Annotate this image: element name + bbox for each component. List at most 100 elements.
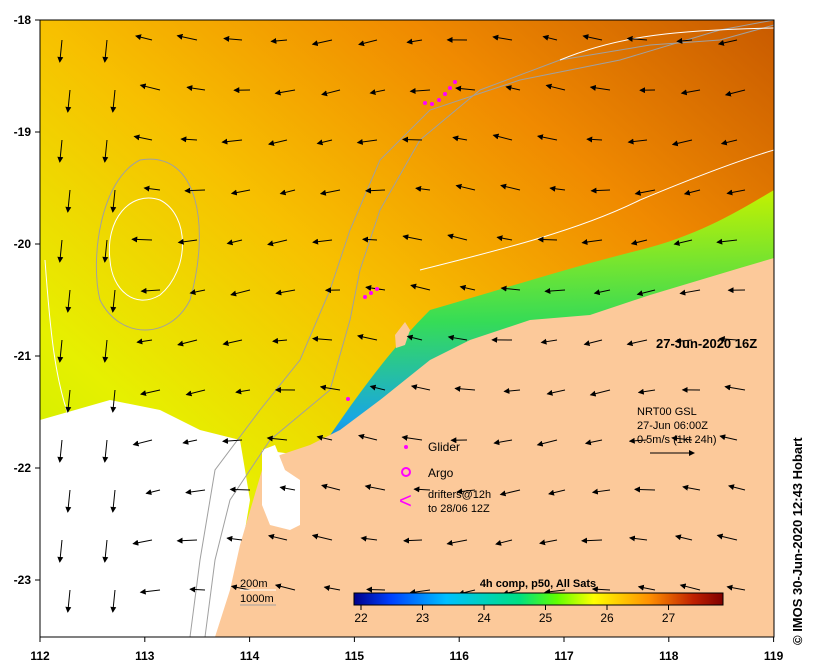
current-vector — [679, 289, 701, 296]
colorbar-ramp — [353, 592, 724, 606]
current-vector — [223, 35, 243, 42]
current-vector — [110, 89, 117, 113]
current-vector — [718, 336, 738, 342]
current-vector — [176, 33, 198, 41]
lat-tick-label: -19 — [14, 125, 32, 139]
current-vector — [628, 535, 648, 542]
current-vector — [65, 89, 72, 113]
current-vector — [316, 139, 333, 146]
colorbar-tick-label: 24 — [477, 611, 491, 625]
current-vector — [406, 334, 423, 341]
current-vector — [132, 539, 153, 546]
current-vector — [311, 533, 333, 541]
current-vector — [496, 235, 513, 242]
current-vector — [221, 437, 243, 444]
current-scale-info: NRT00 GSL 27-Jun 06:00Z 0.5m/s (1kt 24h) — [637, 406, 716, 456]
current-vector — [360, 535, 378, 542]
current-vector — [493, 439, 513, 446]
current-vector — [189, 586, 206, 593]
current-vector — [266, 435, 288, 442]
current-vector — [229, 486, 251, 493]
current-vector — [630, 239, 648, 246]
drifter-symbol: < — [399, 488, 412, 513]
current-vector — [270, 37, 288, 44]
colorbar-title: 4h comp, p50, All Sats — [480, 578, 596, 590]
lon-tick-label: 118 — [659, 649, 679, 663]
lat-tick-label: -20 — [14, 237, 32, 251]
lon-tick-label: 116 — [450, 649, 470, 663]
lon-tick-label: 115 — [345, 649, 365, 663]
current-vector — [57, 139, 64, 163]
current-vector — [716, 238, 738, 245]
colorbar-tick-label: 23 — [416, 611, 430, 625]
current-vector — [136, 338, 153, 345]
current-vector — [683, 189, 701, 196]
current-vector — [724, 384, 746, 391]
current-vector — [500, 183, 521, 191]
current-vector — [536, 439, 558, 447]
current-vector — [272, 337, 288, 344]
current-vector — [369, 384, 386, 391]
current-vector — [369, 89, 386, 95]
current-vector — [319, 384, 341, 391]
current-vector — [185, 389, 206, 397]
current-vector — [279, 485, 296, 492]
current-vector — [727, 484, 746, 491]
current-vector — [544, 288, 566, 294]
current-vector — [65, 389, 72, 413]
current-vector — [311, 39, 333, 47]
current-vector — [102, 439, 109, 463]
current-vector — [726, 584, 746, 591]
platform-legend: Glider Argo < drifters@12h to 28/06 12Z — [399, 440, 491, 515]
current-vector — [503, 387, 521, 394]
current-vector — [102, 239, 109, 263]
current-vector — [626, 339, 648, 347]
model-name: NRT00 GSL — [637, 406, 697, 418]
current-vector — [403, 537, 423, 544]
current-vector — [679, 583, 701, 591]
current-vector — [673, 239, 693, 246]
current-vector — [65, 489, 72, 513]
current-vector — [719, 434, 738, 441]
colorbar-tick-label: 27 — [662, 611, 676, 625]
current-vector — [65, 189, 72, 213]
current-vector — [140, 287, 161, 294]
current-vector — [180, 136, 198, 143]
current-vector — [591, 488, 611, 495]
current-vector — [275, 289, 296, 296]
current-vector — [323, 585, 341, 592]
current-vector — [57, 339, 64, 363]
current-vector — [321, 89, 341, 97]
current-vector — [145, 489, 161, 496]
vector-scale: 0.5m/s (1kt 24h) — [637, 434, 716, 446]
current-vector — [537, 236, 558, 243]
current-vector — [682, 484, 701, 491]
current-vector — [356, 139, 378, 145]
current-vector — [409, 589, 431, 595]
current-vector — [135, 34, 153, 41]
land-mainland — [215, 258, 774, 637]
current-vector — [177, 238, 198, 245]
current-vector — [452, 135, 468, 142]
current-vector — [500, 285, 521, 292]
current-vector — [409, 88, 431, 95]
current-vector — [267, 239, 288, 247]
current-vector — [627, 138, 648, 145]
lon-tick-label: 113 — [135, 649, 155, 663]
current-vector — [366, 586, 386, 593]
current-vector — [65, 589, 72, 613]
current-vector — [57, 239, 64, 263]
current-vector — [177, 339, 198, 347]
argo-legend-label: Argo — [428, 466, 454, 480]
current-vector — [593, 289, 611, 296]
temperature-colorbar: 4h comp, p50, All Sats 22 23 24 25 26 27 — [353, 578, 724, 625]
current-vector — [674, 338, 693, 345]
current-vector — [716, 533, 738, 541]
current-vector — [230, 189, 251, 196]
current-vector — [110, 289, 117, 313]
current-vector — [226, 535, 243, 542]
barrow-island — [395, 322, 410, 348]
current-vector — [542, 34, 558, 41]
glider-track — [346, 80, 457, 401]
current-vector — [676, 37, 693, 44]
